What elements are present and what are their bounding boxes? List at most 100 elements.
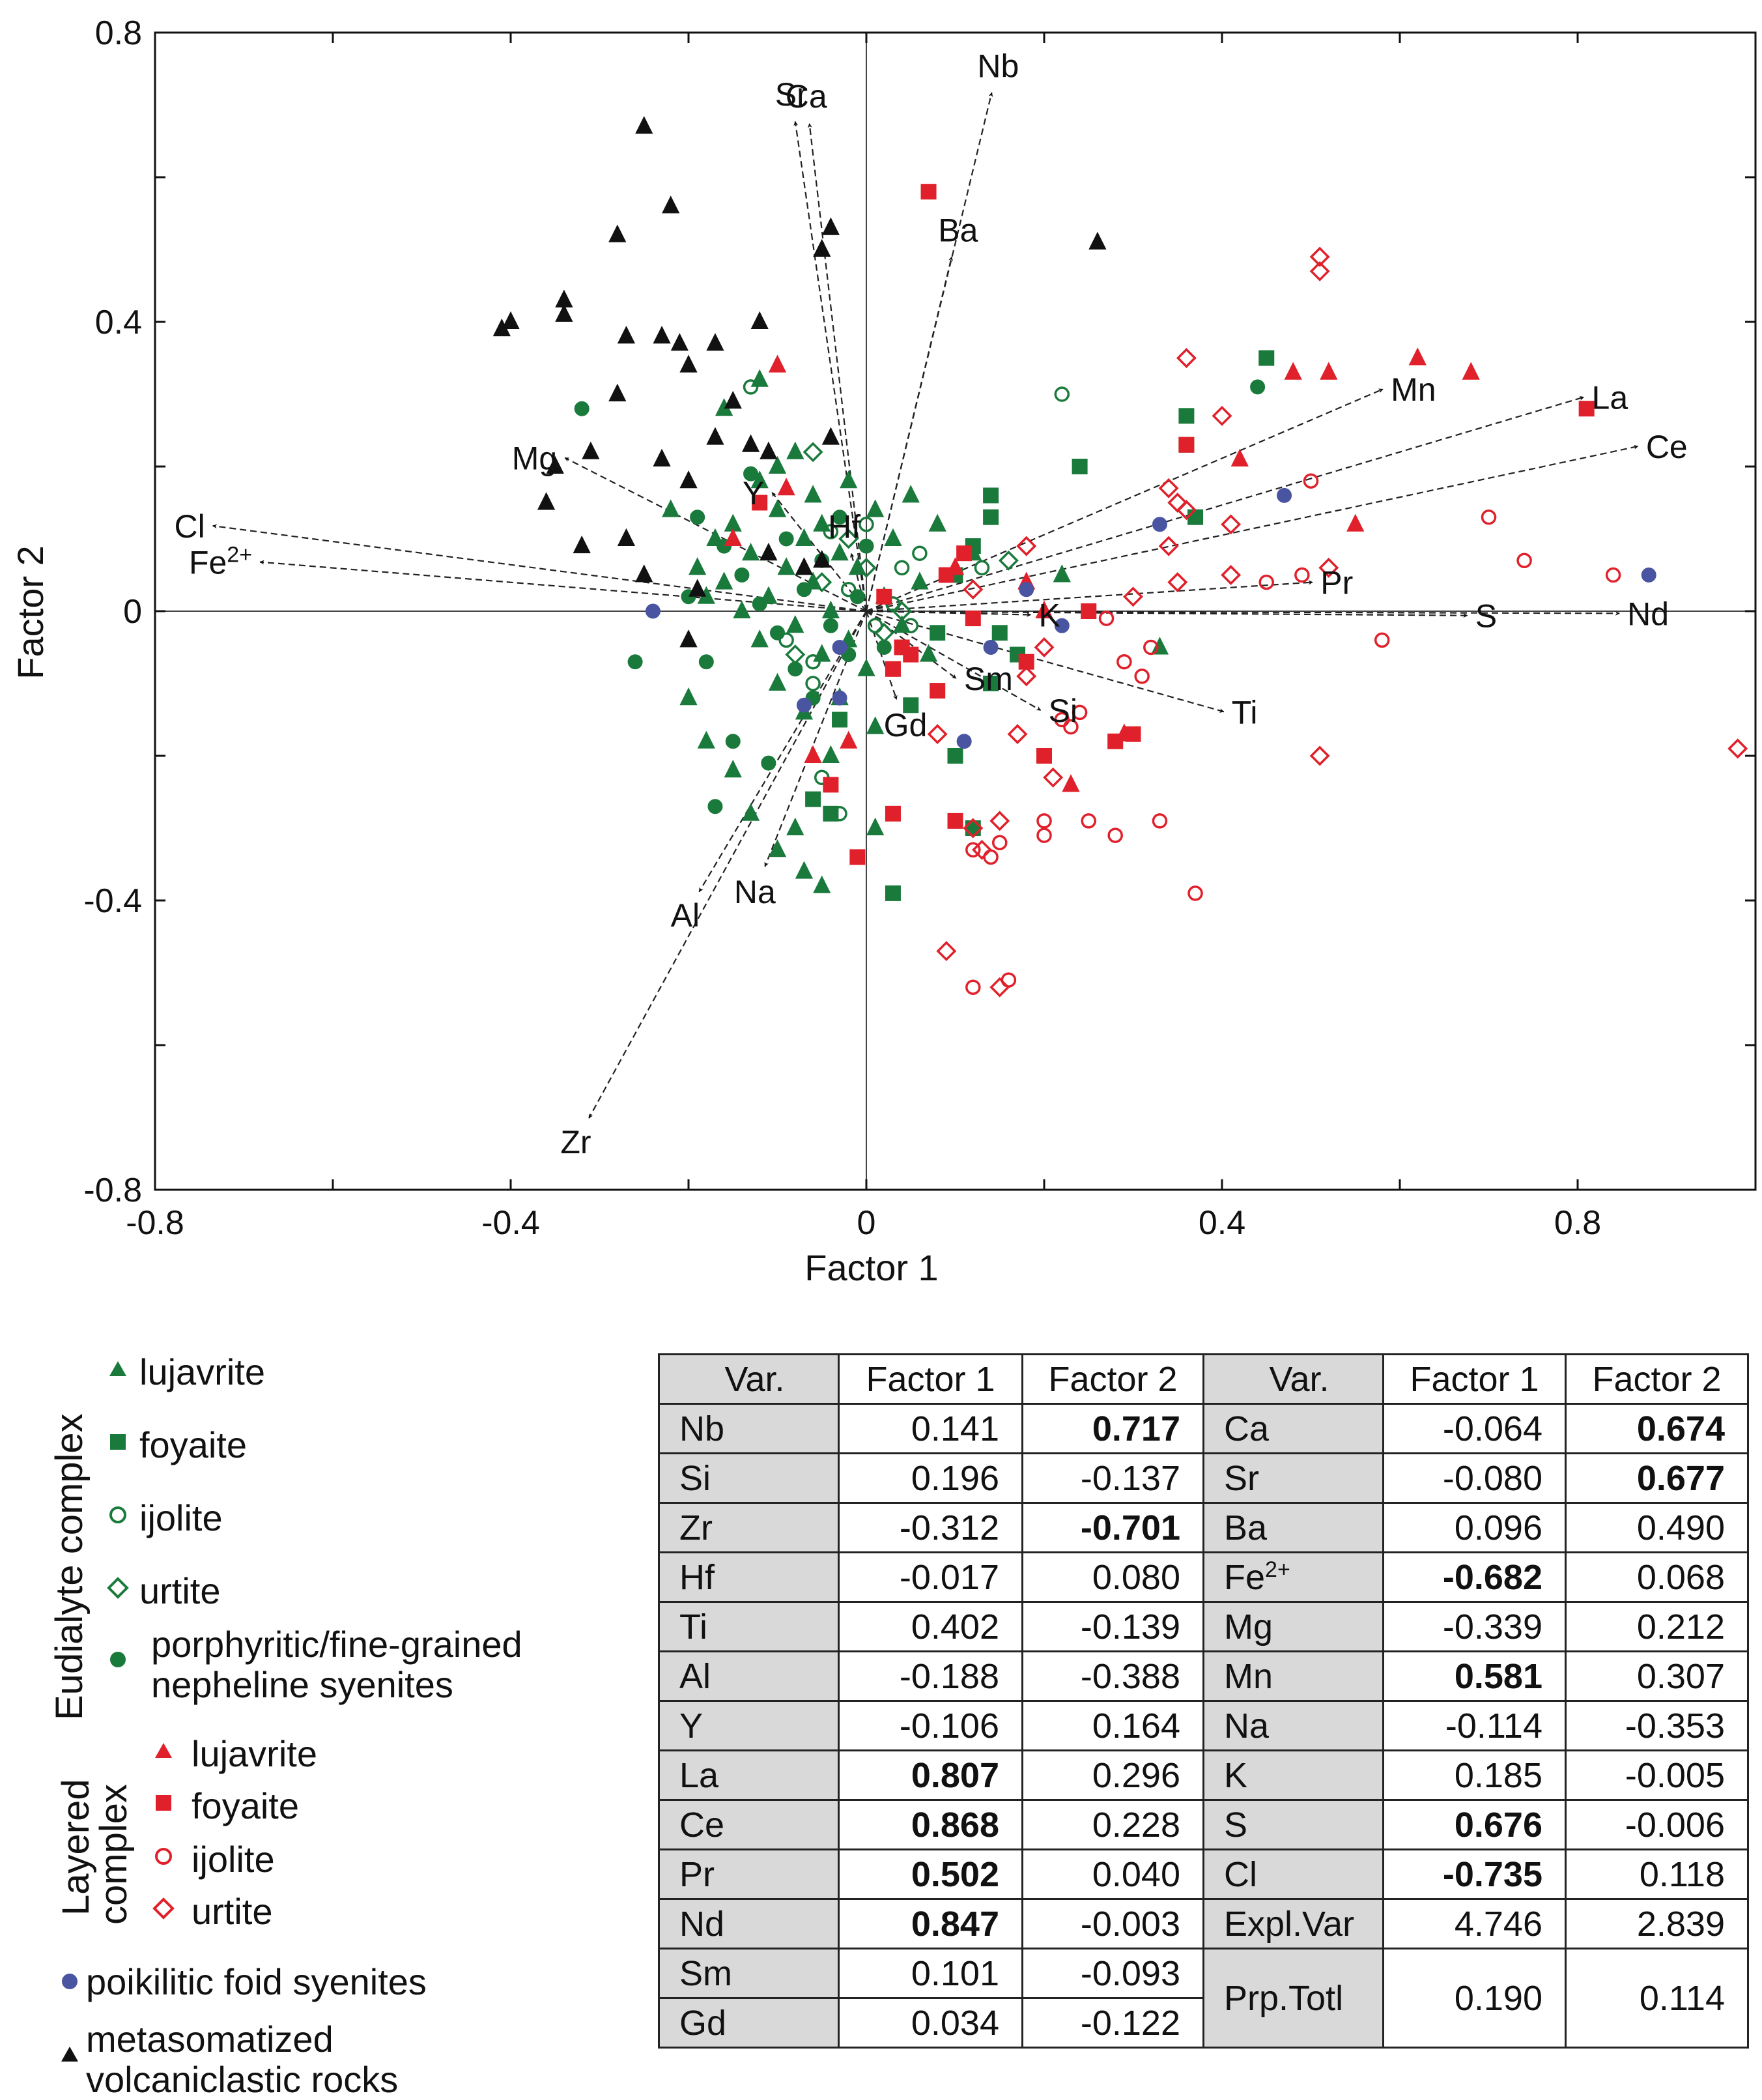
loading-vector [866,610,1032,617]
data-point [1250,379,1266,395]
data-point [1605,567,1621,583]
legend-label-eud-lujavrite: lujavrite [139,1351,265,1392]
table-header-cell: Var. [1202,1353,1384,1405]
x-tick-label: 0.4 [1199,1204,1245,1242]
data-point [974,560,990,576]
data-point [840,470,858,489]
data-point [679,629,698,648]
legend-group-layered-line1: Layered [55,1779,97,1916]
table-cell-factor1: 0.581 [1382,1650,1567,1702]
data-point [821,217,840,235]
data-point [884,528,902,546]
data-point [502,311,520,329]
data-point [768,672,787,691]
table-cell-factor2: -0.006 [1565,1799,1749,1850]
data-point [743,379,759,395]
table-cell-var: Sm [658,1948,840,1999]
table-cell-summary-label: Expl.Var [1202,1898,1384,1949]
data-point [778,632,794,648]
table-header-cell: Factor 1 [1382,1353,1567,1405]
loading-vector [771,492,867,612]
table-row: Sm 0.101 -0.093 Prp.Totl 0.190 0.114 [658,1948,1749,2049]
table-cell-var: Pr [658,1848,840,1900]
data-point [813,238,831,257]
legend-marker-lay-lujavrite [155,1743,172,1758]
data-point [1152,517,1167,532]
data-point [805,676,821,691]
data-point [971,839,992,860]
data-point [574,401,590,416]
data-point [1284,362,1302,380]
legend-label-eud-foyaite: foyaite [139,1424,247,1465]
series [743,379,1070,822]
data-point [1158,536,1179,556]
legend-marker-lay-ijolite [155,1848,172,1865]
data-point [1063,719,1079,735]
data-point [857,658,875,676]
loading-label: S [1475,598,1497,635]
data-points [492,116,1748,998]
data-point [927,724,948,745]
table-cell-var: Cl [1202,1848,1384,1900]
y-tick-label: -0.8 [83,1172,142,1209]
table-cell-factor1: 0.101 [838,1948,1023,1999]
data-point [1019,582,1034,597]
data-point [760,542,778,561]
table-header-cell: Factor 2 [1021,1353,1204,1405]
x-axis-label: Factor 1 [804,1247,938,1288]
data-point [1016,536,1037,556]
series [752,184,1595,865]
data-point [1053,564,1071,583]
loading-vectors [212,92,1639,1119]
data-point [1123,586,1143,607]
table-cell-summary-f2: 0.114 [1565,1948,1749,2049]
loading-label: Zr [560,1124,591,1160]
data-point [741,542,760,561]
loading-vector [866,580,1313,612]
data-point [788,661,803,677]
series [574,379,1266,814]
data-point [832,510,847,525]
data-point [1035,600,1053,618]
data-point [768,499,787,517]
data-point [1176,500,1197,521]
data-point [770,625,785,640]
data-point [813,513,831,532]
table-cell-factor2: 0.212 [1565,1601,1749,1652]
loading-label: Ca [786,78,827,115]
data-point [1374,632,1390,648]
data-point [706,427,724,445]
y-tick-label: 0 [123,593,142,631]
legend-label-eud-ijolite: ijolite [139,1497,223,1538]
data-point [768,455,787,474]
legend-label-eud-porphyritic-2: nepheline syenites [151,1664,453,1705]
table-cell-factor2: -0.388 [1021,1650,1204,1702]
data-point [892,601,913,622]
data-point [849,589,865,605]
table-cell-factor1: -0.106 [838,1700,1023,1751]
loading-label: Hf [828,509,860,545]
data-point [823,524,839,539]
data-point [653,325,671,344]
data-point [1176,348,1197,368]
data-point [785,644,806,665]
legend-marker-eud-ijolite [109,1506,126,1523]
data-point [956,734,972,749]
loading-label: Sr [775,76,808,113]
data-point [930,625,946,641]
legend-marker-lay-urtite [152,1897,175,1920]
data-point [1346,513,1365,532]
data-point [725,734,741,749]
data-point [965,842,981,858]
series [492,116,1107,648]
data-point [1152,813,1168,829]
data-point [706,333,724,351]
data-point [947,813,963,829]
data-point [840,730,858,749]
legend-label-metasomatized-2: volcaniclastic rocks [86,2059,399,2100]
loading-label: Nb [977,48,1019,84]
data-point [928,513,946,532]
data-point [831,542,849,561]
